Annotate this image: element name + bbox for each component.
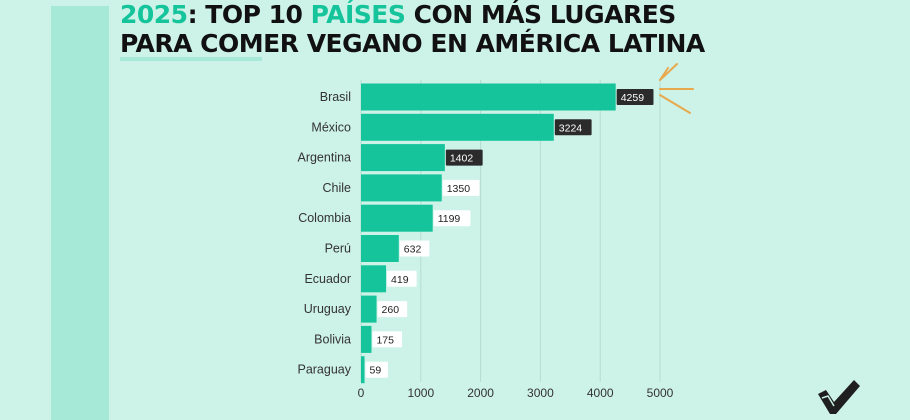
bar — [361, 83, 616, 111]
category-label: Ecuador — [304, 272, 351, 286]
decorative-stripe — [51, 6, 109, 420]
value-label-bg — [554, 119, 592, 136]
category-label: Chile — [323, 181, 352, 195]
category-label: Perú — [325, 242, 351, 256]
value-labels-group: 4259 3224 1402 1350 1199 632 419 260 175 59 — [365, 89, 654, 378]
value-label: 175 — [376, 334, 394, 346]
value-label: 1199 — [438, 213, 461, 225]
title-accent: PAÍSES — [310, 0, 406, 29]
bar — [361, 265, 387, 293]
bar — [361, 235, 399, 262]
x-tick-label: 4000 — [587, 386, 614, 400]
x-tick-label: 1000 — [407, 386, 434, 400]
bar — [361, 204, 433, 232]
value-label: 632 — [404, 244, 422, 256]
x-tick-label: 3000 — [527, 386, 554, 400]
category-label: México — [311, 120, 351, 134]
value-label-bg — [433, 210, 471, 227]
bar — [361, 325, 372, 353]
title-part: : TOP 10 — [187, 0, 311, 29]
bar — [361, 174, 442, 202]
title-part-end: CON MÁS LUGARES — [405, 0, 677, 29]
x-tick-labels-group: 0 1000 2000 3000 4000 5000 — [358, 386, 674, 400]
category-label: Uruguay — [304, 302, 352, 316]
title-line2: PARA COMER VEGANO EN AMÉRICA LATINA — [120, 29, 705, 58]
value-label: 59 — [370, 365, 382, 377]
chart-title: 2025: TOP 10 PAÍSES CON MÁS LUGARES PARA… — [120, 0, 705, 58]
x-tick-label: 5000 — [647, 386, 674, 400]
category-label: Argentina — [297, 151, 351, 165]
value-label-bg — [399, 240, 430, 257]
bar — [361, 356, 365, 384]
value-label: 4259 — [621, 92, 645, 104]
value-label: 419 — [391, 274, 409, 286]
value-label-bg — [387, 270, 417, 287]
bar — [361, 295, 377, 323]
category-label: Paraguay — [297, 363, 351, 377]
category-label: Colombia — [298, 211, 351, 225]
value-label: 1402 — [450, 153, 474, 165]
value-label: 1350 — [447, 183, 471, 195]
value-label-bg — [365, 361, 388, 378]
value-label-bg — [442, 179, 480, 196]
bar — [361, 144, 445, 172]
value-label: 260 — [382, 304, 400, 316]
bars-group — [361, 83, 616, 384]
value-label-bg — [377, 301, 408, 318]
category-label: Bolivia — [314, 332, 351, 346]
bar — [361, 113, 554, 141]
checkmark-logo-icon — [818, 380, 860, 414]
arrows-icon — [659, 63, 694, 114]
value-label: 3224 — [559, 122, 583, 134]
x-tick-label: 0 — [358, 386, 365, 400]
category-label: Brasil — [320, 90, 351, 104]
title-year: 2025 — [120, 0, 188, 29]
arrow-lower — [659, 94, 691, 114]
value-label-bg — [616, 89, 654, 105]
category-labels-group: Brasil México Argentina Chile Colombia Perú Ec… — [297, 90, 351, 377]
value-label-bg — [372, 331, 403, 348]
value-label-bg — [445, 149, 483, 166]
x-tick-label: 2000 — [467, 386, 494, 400]
arrow-upper-head — [659, 67, 669, 81]
title-underline — [120, 57, 262, 61]
